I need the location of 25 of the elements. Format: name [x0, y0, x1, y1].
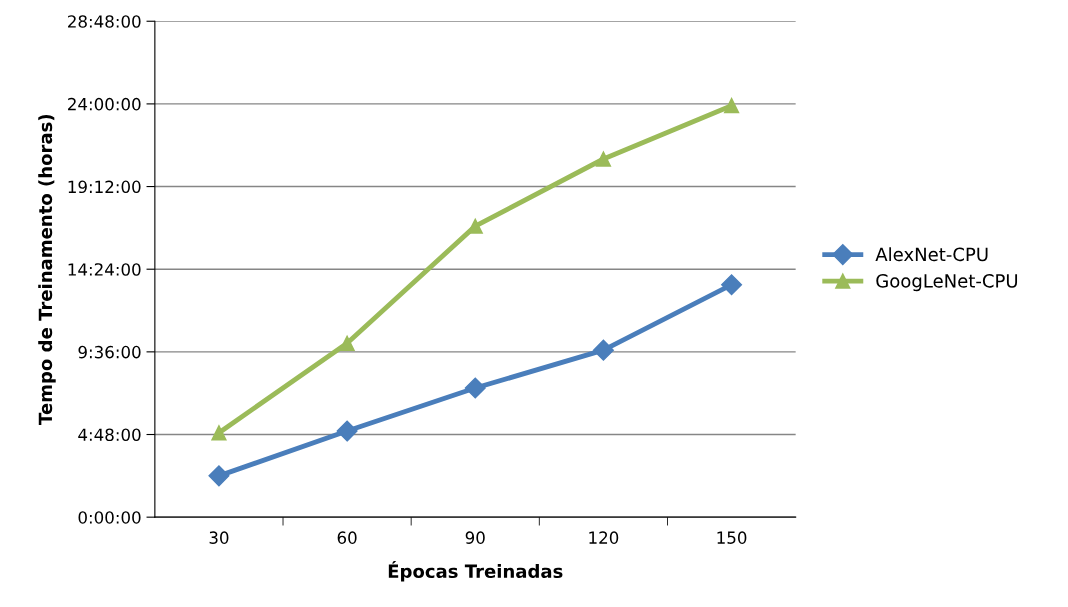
x-tick-label: 120	[589, 531, 619, 544]
x-tick-label: 150	[717, 531, 747, 544]
y-tick-label: 19:12:00	[68, 180, 141, 194]
point	[592, 339, 614, 361]
legend-label: GoogLeNet-CPU	[876, 274, 1018, 292]
point	[723, 97, 740, 114]
point	[336, 420, 358, 442]
point	[464, 377, 486, 399]
y-tick-label: 28:48:00	[68, 15, 141, 28]
y-tick-label: 4:48:00	[78, 428, 141, 442]
point	[208, 465, 230, 487]
legend-label: AlexNet-CPU	[875, 247, 988, 262]
y-tick-label: 24:00:00	[68, 97, 141, 111]
y-tick-label: 14:24:00	[68, 263, 141, 276]
y-tick-label: 0:00:00	[78, 511, 141, 524]
x-tick-label: 30	[209, 531, 229, 544]
x-tick-label: 90	[465, 531, 485, 544]
x-axis-title: Épocas Treinadas	[388, 561, 563, 582]
point	[721, 274, 743, 296]
x-tick-label: 60	[337, 531, 357, 544]
point	[595, 151, 612, 167]
point	[339, 335, 355, 351]
y-axis-title: Tempo de Treinamento (horas)	[38, 114, 56, 425]
y-tick-label: 9:36:00	[78, 345, 141, 359]
point	[211, 425, 227, 441]
